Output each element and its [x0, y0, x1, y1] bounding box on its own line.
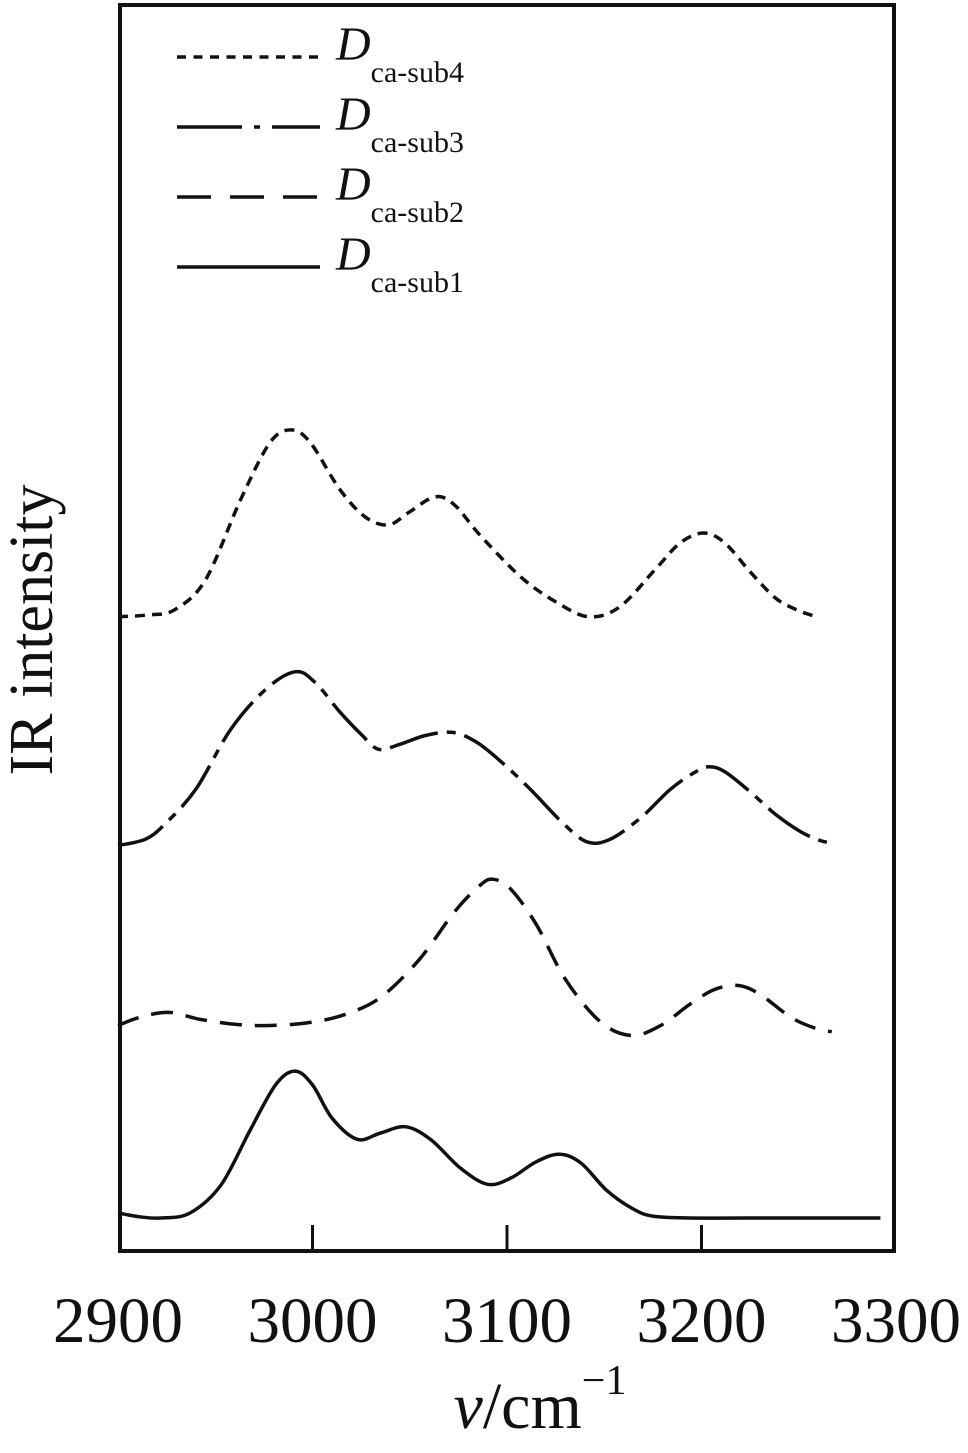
plot-border: [118, 3, 896, 1253]
spectra-curves: [117, 428, 881, 1220]
x-axis-ticks: [311, 1225, 703, 1251]
curve-D_ca-sub1: [117, 1069, 881, 1220]
legend-item-d-ca-sub3: Dca-sub3: [177, 88, 464, 159]
y-axis-title: IR intensity: [0, 484, 66, 775]
x-tick-label-3300: 3300: [831, 1285, 961, 1357]
x-tick-label-3200: 3200: [637, 1285, 767, 1357]
x-tick-label-3000: 3000: [248, 1285, 378, 1357]
x-tick-label-2900: 2900: [53, 1285, 183, 1357]
curve-D_ca-sub4: [117, 428, 813, 619]
legend-label: Dca-sub4: [335, 18, 464, 89]
legend-label: Dca-sub2: [335, 158, 464, 229]
curve-D_ca-sub2: [117, 877, 833, 1038]
x-axis-tick-labels: 2900 3000 3100 3200 3300: [53, 1285, 961, 1357]
x-axis-title: ν/cm−1: [454, 1358, 627, 1443]
legend-item-d-ca-sub4: Dca-sub4: [177, 18, 464, 89]
curve-D_ca-sub3: [117, 669, 837, 848]
x-tick-label-3100: 3100: [442, 1285, 572, 1357]
legend-label: Dca-sub1: [335, 228, 464, 299]
legend-item-d-ca-sub2: Dca-sub2: [177, 158, 464, 229]
legend-label: Dca-sub3: [335, 88, 464, 159]
legend-item-d-ca-sub1: Dca-sub1: [177, 228, 464, 299]
